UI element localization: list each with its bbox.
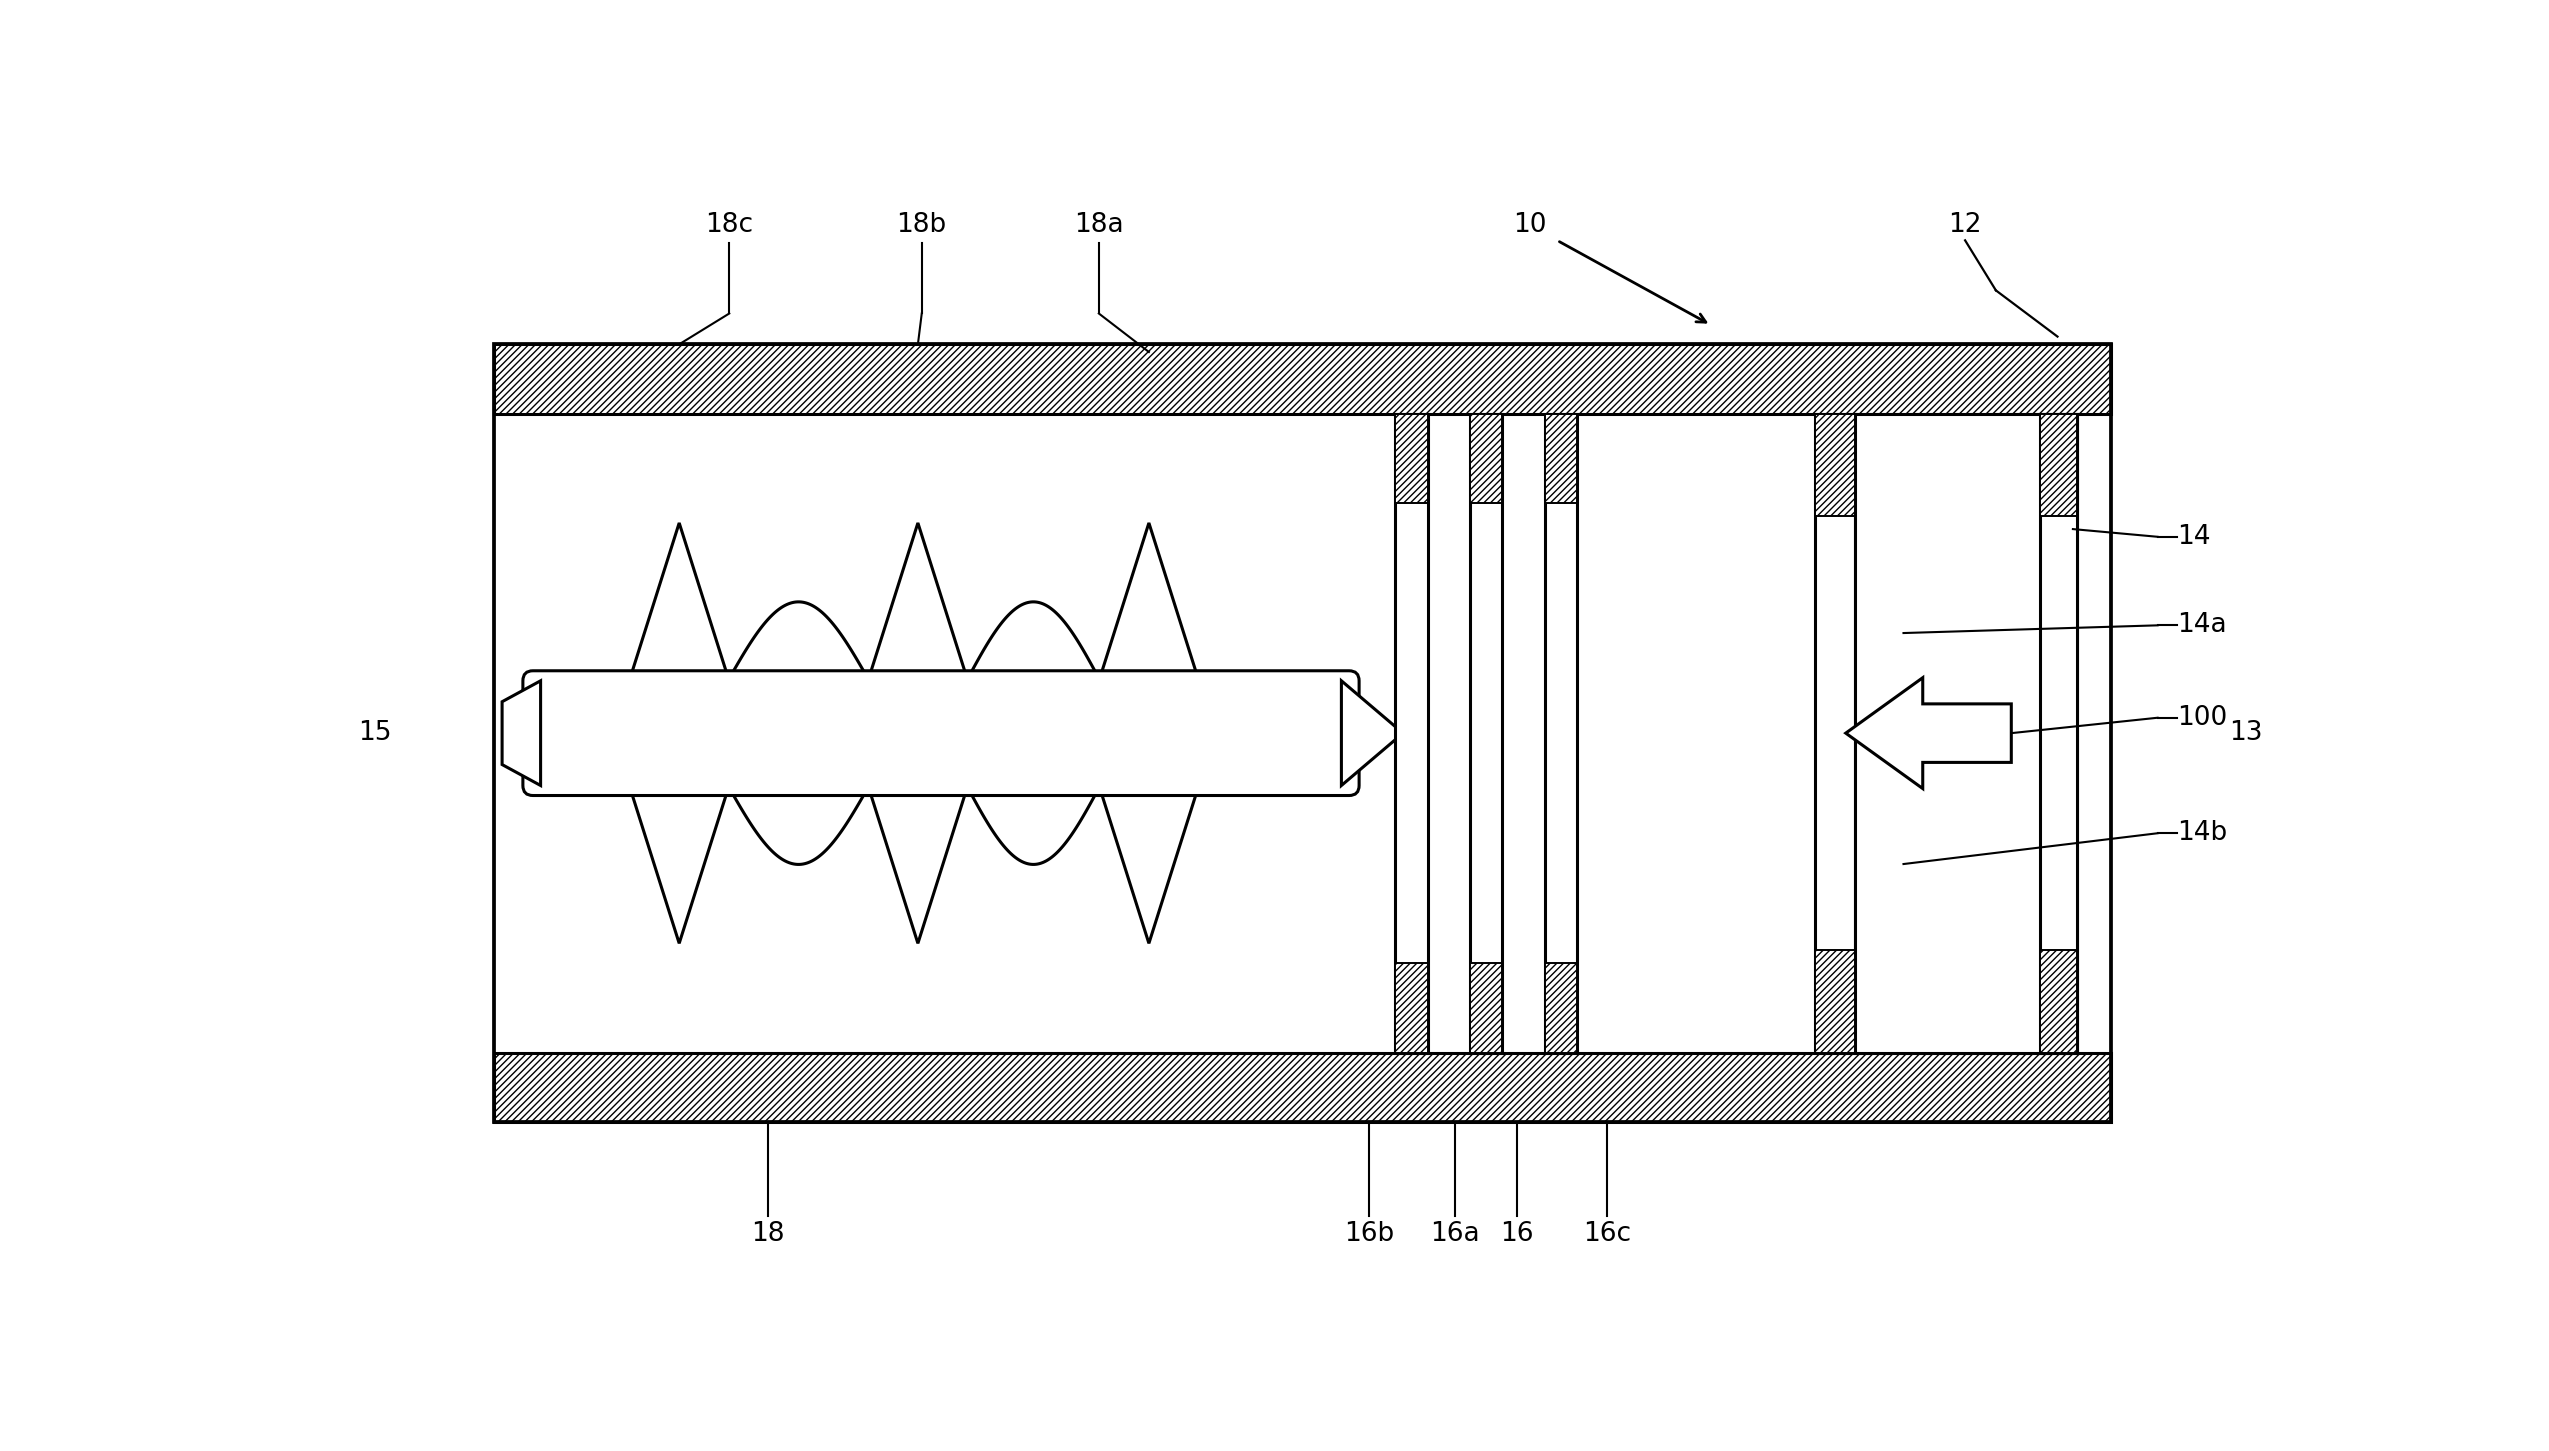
Bar xyxy=(1545,414,1578,1052)
Text: 13: 13 xyxy=(2230,720,2264,746)
Bar xyxy=(1815,414,1856,1052)
Bar xyxy=(1394,414,1427,503)
Bar xyxy=(1394,963,1427,1052)
Bar xyxy=(495,344,2111,414)
Text: 100: 100 xyxy=(2177,705,2228,731)
Polygon shape xyxy=(1101,522,1198,743)
Text: 10: 10 xyxy=(1514,212,1547,238)
Text: 18: 18 xyxy=(752,1220,785,1246)
Bar xyxy=(1545,963,1578,1052)
Bar xyxy=(495,1052,2111,1122)
Polygon shape xyxy=(630,723,729,943)
Text: 16c: 16c xyxy=(1583,1220,1631,1246)
Bar xyxy=(2039,414,2077,1052)
Bar xyxy=(1856,414,2077,1052)
Polygon shape xyxy=(1845,678,2011,788)
Bar xyxy=(495,344,2111,1122)
FancyBboxPatch shape xyxy=(523,670,1359,795)
Text: 14: 14 xyxy=(2177,524,2210,550)
Polygon shape xyxy=(502,681,540,785)
Polygon shape xyxy=(630,522,729,743)
Bar xyxy=(495,414,2111,1052)
Polygon shape xyxy=(1341,681,1402,785)
Polygon shape xyxy=(869,522,966,743)
Text: 16: 16 xyxy=(1501,1220,1534,1246)
Text: 16a: 16a xyxy=(1430,1220,1481,1246)
Bar xyxy=(1471,963,1501,1052)
Bar xyxy=(1815,950,1856,1052)
Text: 14a: 14a xyxy=(2177,612,2225,638)
Text: 18a: 18a xyxy=(1073,212,1124,238)
Bar xyxy=(1471,414,1501,503)
Polygon shape xyxy=(1101,723,1198,943)
Text: 15: 15 xyxy=(359,720,393,746)
Text: 18b: 18b xyxy=(897,212,946,238)
Bar xyxy=(1545,414,1578,503)
Text: 16b: 16b xyxy=(1343,1220,1394,1246)
Bar xyxy=(1394,414,1427,1052)
Text: 14b: 14b xyxy=(2177,820,2228,846)
Bar xyxy=(1815,414,1856,517)
Text: 12: 12 xyxy=(1947,212,1983,238)
Bar xyxy=(1471,414,1501,1052)
Text: 18c: 18c xyxy=(706,212,755,238)
Bar xyxy=(2039,414,2077,517)
Bar xyxy=(2039,950,2077,1052)
Polygon shape xyxy=(869,723,966,943)
